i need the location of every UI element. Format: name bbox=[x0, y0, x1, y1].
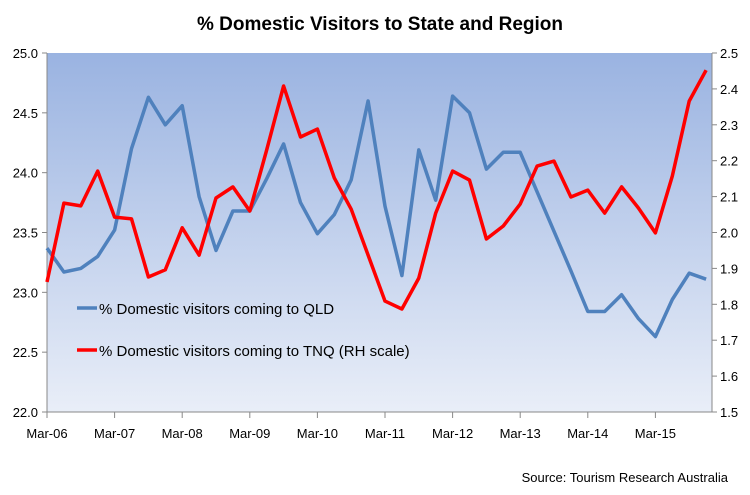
right-tick-label: 1.8 bbox=[720, 297, 738, 312]
legend: % Domestic visitors coming to QLD % Dome… bbox=[77, 301, 410, 360]
left-tick-label: 24.0 bbox=[13, 166, 38, 181]
right-tick-label: 1.7 bbox=[720, 333, 738, 348]
x-tick-label: Mar-08 bbox=[162, 426, 203, 441]
source-note: Source: Tourism Research Australia bbox=[522, 470, 729, 485]
series-line-tnq bbox=[45, 69, 708, 311]
legend-label-qld: % Domestic visitors coming to QLD bbox=[99, 301, 334, 318]
left-tick-label: 23.0 bbox=[13, 285, 38, 300]
right-tick-label: 2.5 bbox=[720, 46, 738, 61]
right-tick-label: 2.1 bbox=[720, 190, 738, 205]
x-tick-label: Mar-11 bbox=[365, 426, 405, 441]
series-line-qld bbox=[45, 94, 707, 339]
x-tick-label: Mar-14 bbox=[567, 426, 608, 441]
x-tick-label: Mar-13 bbox=[500, 426, 541, 441]
x-tick-label: Mar-07 bbox=[94, 426, 135, 441]
left-tick-label: 23.5 bbox=[13, 226, 38, 241]
x-tick-label: Mar-15 bbox=[635, 426, 676, 441]
left-tick-label: 22.0 bbox=[13, 405, 38, 420]
right-tick-label: 1.6 bbox=[720, 369, 738, 384]
x-tick-label: Mar-06 bbox=[26, 426, 67, 441]
right-tick-label: 2.2 bbox=[720, 154, 738, 169]
right-tick-label: 2.3 bbox=[720, 118, 738, 133]
legend-label-tnq: % Domestic visitors coming to TNQ (RH sc… bbox=[99, 343, 410, 360]
x-tick-label: Mar-12 bbox=[432, 426, 473, 441]
chart-title: % Domestic Visitors to State and Region bbox=[197, 14, 563, 35]
x-tick-label: Mar-10 bbox=[297, 426, 338, 441]
x-tick-label: Mar-09 bbox=[229, 426, 270, 441]
right-tick-label: 1.5 bbox=[720, 405, 738, 420]
right-tick-label: 2.0 bbox=[720, 226, 738, 241]
left-tick-label: 25.0 bbox=[13, 46, 38, 61]
left-tick-label: 22.5 bbox=[13, 345, 38, 360]
right-tick-label: 2.4 bbox=[720, 82, 738, 97]
right-tick-label: 1.9 bbox=[720, 261, 738, 276]
left-tick-label: 24.5 bbox=[13, 106, 38, 121]
